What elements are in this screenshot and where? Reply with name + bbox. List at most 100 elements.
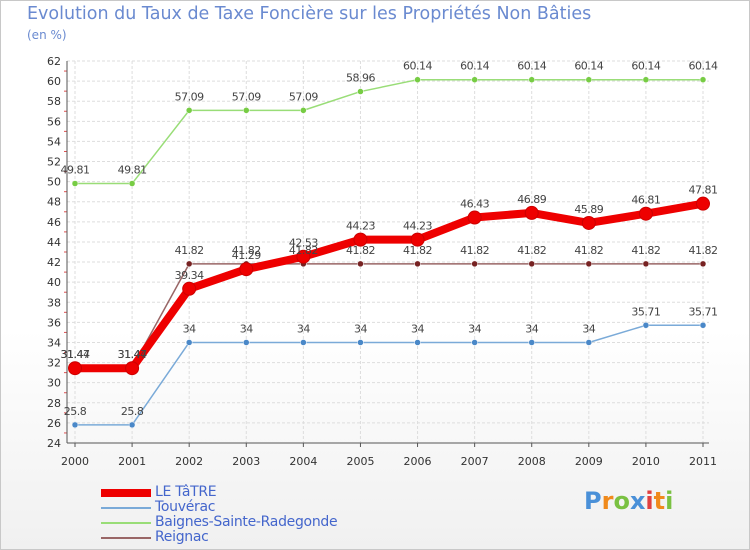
data-point (128, 421, 136, 429)
x-tick-label: 2005 (346, 455, 374, 468)
data-point (182, 281, 197, 296)
data-point (243, 339, 250, 346)
data-label: 60.14 (689, 60, 718, 73)
data-point (638, 206, 653, 221)
data-point (471, 339, 478, 346)
data-point (642, 76, 650, 83)
data-point (471, 76, 478, 83)
data-point (414, 339, 421, 346)
data-point (414, 260, 421, 268)
unit-label: (en %) (27, 28, 67, 42)
data-label: 34 (525, 322, 538, 335)
data-label: 60.14 (517, 60, 546, 73)
y-tick-label: 28 (47, 397, 61, 410)
data-label: 60.14 (631, 60, 660, 73)
y-tick-label: 32 (47, 357, 61, 370)
data-label: 46.89 (517, 193, 546, 206)
logo-letter: r (601, 487, 614, 515)
data-label: 44.23 (403, 220, 432, 233)
data-label: 44.23 (346, 220, 375, 233)
data-label: 45.89 (574, 203, 603, 216)
data-label: 34 (354, 322, 367, 335)
data-point (410, 232, 425, 247)
data-point (642, 322, 650, 329)
data-label: 31.47 (118, 348, 147, 361)
x-tick-label: 2002 (175, 455, 203, 468)
y-tick-label: 24 (47, 437, 61, 450)
x-tick-label: 2007 (461, 455, 489, 468)
data-point (528, 260, 535, 268)
data-label: 41.29 (232, 249, 261, 262)
y-tick-label: 42 (47, 256, 61, 269)
y-tick-label: 60 (47, 75, 61, 88)
y-tick-label: 52 (47, 156, 61, 169)
logo-letter: P (584, 487, 602, 515)
data-point (300, 107, 307, 114)
data-point (357, 260, 364, 268)
data-label: 25.8 (64, 405, 87, 418)
legend-label: Baignes-Sainte-Radegonde (155, 514, 338, 530)
data-point (353, 232, 368, 247)
data-label: 34 (240, 322, 253, 335)
y-tick-label: 26 (47, 417, 61, 430)
data-point (642, 260, 650, 268)
data-label: 58.96 (346, 72, 375, 85)
data-label: 39.34 (175, 269, 204, 282)
data-label: 41.82 (460, 244, 489, 257)
data-label: 41.82 (289, 244, 318, 257)
data-point (699, 260, 707, 268)
chart-title: Evolution du Taux de Taxe Foncière sur l… (27, 4, 592, 24)
proxiti-logo: Proxiti (584, 487, 673, 515)
y-tick-label: 50 (47, 176, 61, 189)
legend-label: LE TâTRE (155, 484, 217, 500)
data-label: 46.43 (460, 198, 489, 211)
data-label: 34 (183, 322, 196, 335)
data-point (68, 361, 82, 376)
data-label: 41.82 (403, 244, 432, 257)
y-tick-label: 34 (47, 336, 61, 349)
data-label: 41.82 (574, 244, 603, 257)
data-point (185, 107, 193, 114)
data-point (699, 76, 707, 83)
y-tick-label: 44 (47, 236, 61, 249)
x-tick-label: 2011 (689, 455, 717, 468)
data-point (71, 180, 79, 187)
y-tick-label: 38 (47, 296, 61, 309)
y-tick-label: 54 (47, 135, 61, 148)
data-label: 49.81 (61, 164, 90, 177)
series-line (74, 78, 704, 185)
data-label: 60.14 (460, 60, 489, 73)
x-tick-label: 2009 (575, 455, 603, 468)
data-point (585, 76, 593, 83)
x-tick-label: 2001 (118, 455, 146, 468)
data-label: 41.82 (346, 244, 375, 257)
x-tick-label: 2008 (518, 455, 546, 468)
x-tick-label: 2006 (404, 455, 432, 468)
legend-swatch (101, 536, 151, 539)
y-tick-label: 40 (47, 276, 61, 289)
data-point (296, 249, 311, 264)
data-point (71, 421, 79, 429)
data-label: 60.14 (574, 60, 603, 73)
data-label: 41.82 (631, 244, 660, 257)
data-point (185, 260, 193, 268)
data-point (467, 210, 482, 225)
logo-letter: i (665, 487, 674, 515)
data-label: 34 (411, 322, 424, 335)
data-label: 34 (297, 322, 310, 335)
legend-swatch (101, 488, 151, 497)
y-tick-label: 46 (47, 216, 61, 229)
data-label: 34 (582, 322, 595, 335)
logo-letter: t (653, 487, 666, 515)
data-point (125, 361, 140, 376)
data-label: 47.81 (689, 184, 718, 197)
data-label: 31.44 (61, 348, 90, 361)
data-point (699, 322, 707, 329)
data-point (414, 76, 421, 83)
logo-letter: i (645, 487, 654, 515)
x-tick-label: 2000 (61, 455, 89, 468)
series-line (74, 263, 704, 369)
data-label: 31.44 (118, 348, 147, 361)
